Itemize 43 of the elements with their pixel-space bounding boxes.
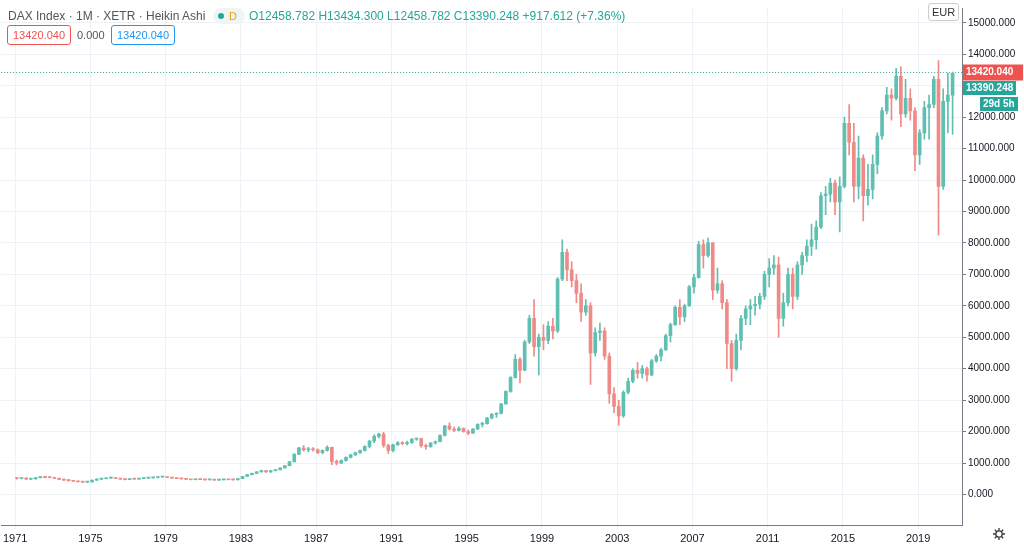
annotation: EUR [928,3,960,21]
x-tick-label: 1979 [153,531,178,544]
candlestick [536,333,541,376]
x-tick-label: 1999 [529,531,555,544]
text: 13390.248 [963,81,1017,96]
x-tick-label: 2015 [830,531,856,544]
x-tick-label: 1995 [454,531,479,544]
candlestick [866,163,870,206]
y-tick-label: 9000.000 [968,205,1011,217]
y-tick-label: 2000.000 [968,425,1011,437]
y-tick-label: 4000.000 [968,362,1011,374]
y-tick-label: 12000.000 [968,110,1016,122]
y-tick-label: 14000.000 [968,47,1016,59]
y-tick-label: 5000.000 [968,331,1011,343]
annotation: 0.000 [77,28,105,42]
x-tick-label: 2011 [755,531,780,544]
text: 29d 5h [980,97,1018,112]
annotation: 13420.040 [7,25,71,45]
candlestick [24,477,29,480]
candlestick [551,318,555,340]
y-tick-label: 10000.000 [968,173,1016,185]
y-tick-label: 0.000 [968,488,994,500]
annotation: D [229,9,237,23]
x-tick-label: 2019 [905,531,931,544]
y-tick-label: 15000.000 [968,16,1016,28]
ref-line-label: 13420.040 [966,66,1014,78]
y-tick-label: 11000.000 [968,142,1015,154]
chart-title: DAX Index · 1M · XETR · Heikin Ashi [8,9,206,23]
x-tick-label: 2003 [604,531,630,544]
x-tick-label: 1983 [228,531,254,544]
x-tick-label: 1971 [2,531,28,544]
x-tick-label: 2007 [680,531,705,544]
candlestick [231,478,235,481]
annotation: 13420.040 [111,25,175,45]
annotation: O12458.782 H13434.300 L12458.782 C13390.248 +917.612 (+7.36%) [249,9,626,23]
x-tick-label: 1975 [78,531,103,544]
x-tick-label: 1991 [379,531,404,544]
y-tick-label: 3000.000 [968,393,1011,405]
y-tick-label: 1000.000 [968,456,1011,468]
y-tick-label: 7000.000 [968,268,1011,280]
y-tick-label: 8000.000 [968,236,1011,248]
x-tick-label: 1987 [303,531,329,544]
y-tick-label: 6000.000 [968,299,1011,311]
